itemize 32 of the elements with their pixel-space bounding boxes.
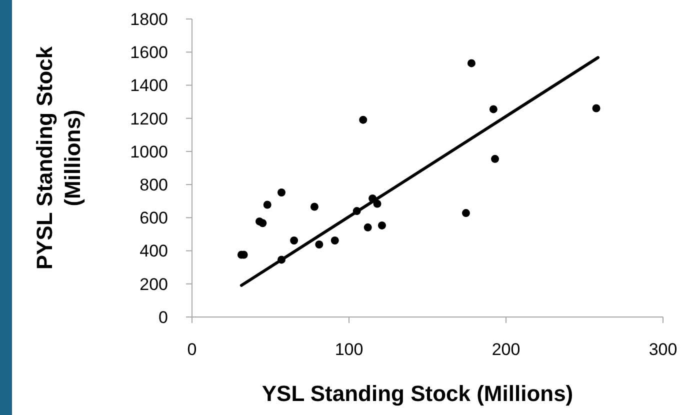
y-tick-label: 400: [140, 242, 168, 261]
x-tick-label: 0: [187, 340, 197, 359]
y-tick-label: 1000: [130, 142, 168, 162]
point: [263, 200, 272, 209]
point: [373, 200, 382, 208]
point: [467, 59, 476, 68]
point: [290, 236, 298, 245]
x-tick-label: 100: [334, 340, 364, 359]
x-tick-label: 300: [648, 340, 678, 359]
point: [315, 240, 324, 248]
y-tick-label: 1600: [130, 43, 168, 62]
y-tick-label: 600: [140, 208, 168, 228]
y-tick-label: 1200: [130, 109, 168, 128]
x-tick-label: 200: [492, 340, 520, 359]
point: [364, 223, 372, 232]
y-tick-label: 0: [158, 308, 168, 327]
point: [592, 104, 600, 112]
point: [330, 236, 339, 245]
point: [378, 221, 386, 230]
point: [277, 188, 286, 196]
point: [258, 219, 267, 228]
point: [359, 116, 368, 124]
point: [489, 105, 498, 114]
point: [462, 209, 470, 218]
y-tick-label: 1400: [130, 76, 168, 96]
point: [310, 202, 318, 211]
point: [491, 154, 500, 163]
y-tick-label: 800: [140, 176, 168, 195]
x-axis-title: YSL Standing Stock (Millions): [262, 381, 574, 406]
y-tick-label: 200: [140, 274, 168, 294]
y-tick-label: 1800: [130, 10, 168, 29]
y-axis-title: PYSL Standing Stock (Millions): [32, 46, 85, 270]
